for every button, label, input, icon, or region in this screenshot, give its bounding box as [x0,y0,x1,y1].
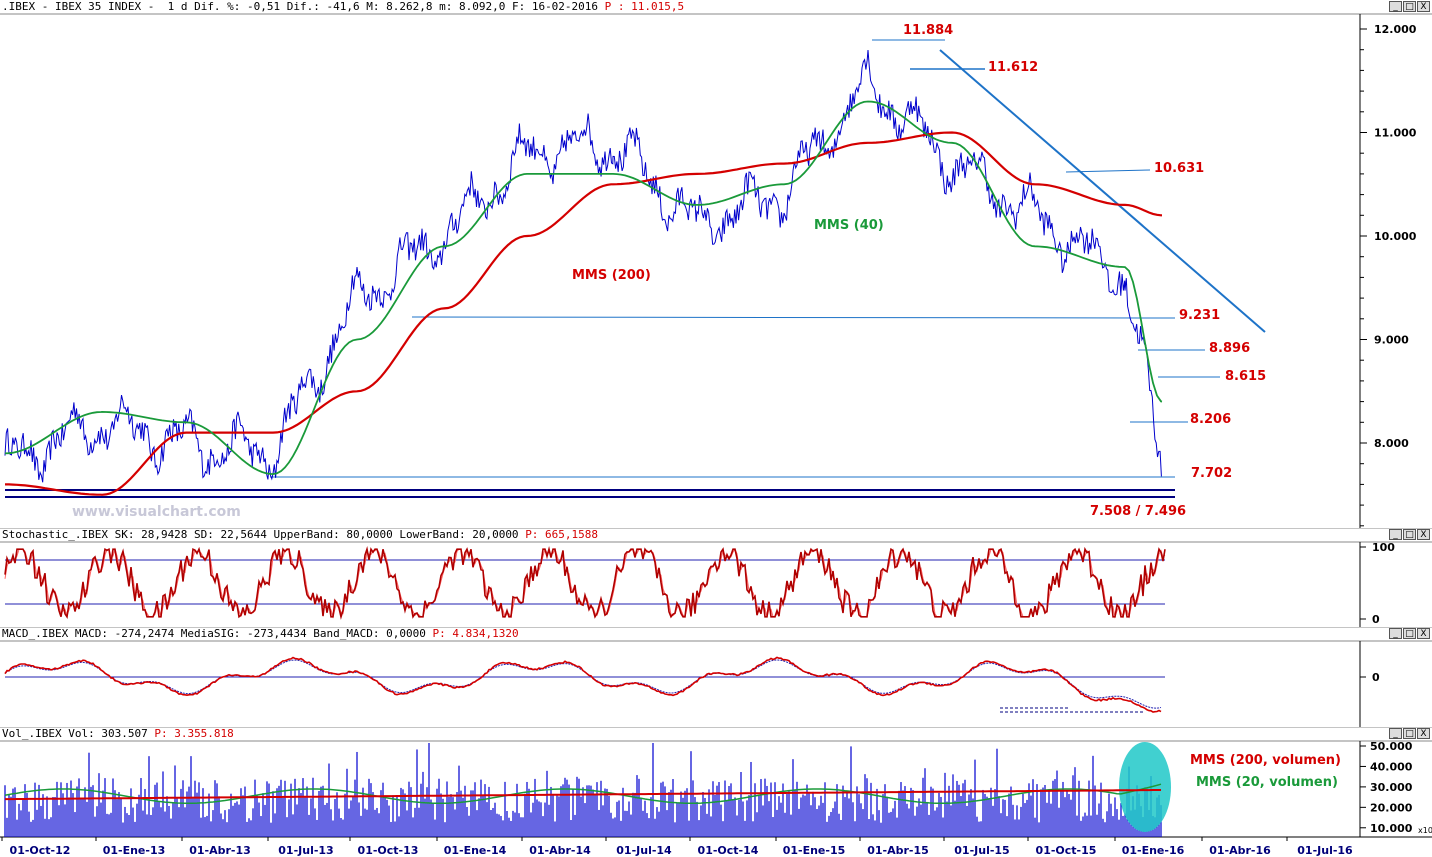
y-tick: 0 [1372,671,1380,684]
mms200-label: MMS (200) [572,268,651,283]
volume-scale-note: x10 [1418,826,1432,835]
x-tick-label: 01-Abr-14 [529,844,591,857]
x-tick-label: 01-Oct-12 [10,844,71,857]
y-tick: 20.000 [1370,801,1413,814]
x-tick-label: 01-Jul-15 [954,844,1009,857]
x-tick-label: 01-Ene-14 [444,844,507,857]
level-label: 11.884 [903,23,953,38]
close-icon[interactable]: X [1417,529,1430,540]
maximize-icon[interactable]: □ [1403,529,1416,540]
x-tick-label: 01-Ene-16 [1122,844,1185,857]
x-tick-label: 01-Abr-13 [189,844,251,857]
level-label: 8.206 [1190,412,1231,427]
volume-window-buttons: _ □ X [1389,728,1430,739]
close-icon[interactable]: X [1417,628,1430,639]
x-tick-label: 01-Oct-13 [358,844,419,857]
level-label: 10.631 [1154,161,1204,176]
y-tick: 10.000 [1374,230,1417,243]
minimize-icon[interactable]: _ [1389,728,1402,739]
level-label: 8.896 [1209,341,1250,356]
y-tick: 8.000 [1374,437,1409,450]
close-icon[interactable]: X [1417,1,1430,12]
volume-header: Vol_.IBEX Vol: 303.507 P: 3.355.818 [2,727,234,740]
y-tick: 40.000 [1370,760,1413,773]
level-label: 11.612 [988,60,1038,75]
watermark: www.visualchart.com [72,504,241,520]
x-tick-label: 01-Abr-15 [867,844,929,857]
minimize-icon[interactable]: _ [1389,529,1402,540]
vol-mms200-label: MMS (200, volumen) [1190,753,1341,768]
x-tick-label: 01-Ene-15 [783,844,846,857]
y-tick: 10.000 [1370,822,1413,835]
mms40-label: MMS (40) [814,218,884,233]
x-tick-label: 01-Jul-14 [616,844,672,857]
minimize-icon[interactable]: _ [1389,1,1402,12]
stochastic-chart: 100 0 [0,528,1432,627]
stochastic-panel: Stochastic_.IBEX SK: 28,9428 SD: 22,5644… [0,528,1432,627]
x-tick-label: 01-Abr-16 [1209,844,1271,857]
x-tick-label: 01-Ene-13 [103,844,166,857]
close-icon[interactable]: X [1417,728,1430,739]
level-label: 7.508 / 7.496 [1090,504,1186,519]
stochastic-window-buttons: _ □ X [1389,529,1430,540]
level-label: 8.615 [1225,369,1266,384]
price-chart: 12.000 11.000 10.000 9.000 8.000 www.visualc… [0,13,1432,528]
maximize-icon[interactable]: □ [1403,628,1416,639]
volume-chart: 50.000 40.000 30.000 20.000 10.000 x10 MMS (… [0,727,1432,857]
price-window-buttons: _ □ X [1389,1,1430,12]
volume-panel: Vol_.IBEX Vol: 303.507 P: 3.355.818 _ □ … [0,727,1432,857]
price-panel: .IBEX - IBEX 35 INDEX - 1 d Dif. %: -0,5… [0,0,1432,528]
y-tick: 0 [1372,613,1380,626]
macd-panel: MACD_.IBEX MACD: -274,2474 MediaSIG: -27… [0,627,1432,727]
x-tick-label: 01-Jul-16 [1297,844,1353,857]
level-label: 7.702 [1191,466,1232,481]
y-tick: 50.000 [1370,740,1413,753]
price-header: .IBEX - IBEX 35 INDEX - 1 d Dif. %: -0,5… [2,0,685,13]
level-label: 9.231 [1179,308,1220,323]
y-tick: 12.000 [1374,23,1417,36]
stochastic-header: Stochastic_.IBEX SK: 28,9428 SD: 22,5644… [2,528,599,541]
x-tick-label: 01-Jul-13 [278,844,333,857]
macd-header: MACD_.IBEX MACD: -274,2474 MediaSIG: -27… [2,627,519,640]
y-tick: 11.000 [1374,127,1417,140]
minimize-icon[interactable]: _ [1389,628,1402,639]
maximize-icon[interactable]: □ [1403,728,1416,739]
y-tick: 30.000 [1370,781,1413,794]
vol-mms20-label: MMS (20, volumen) [1196,775,1338,790]
macd-window-buttons: _ □ X [1389,628,1430,639]
x-tick-label: 01-Oct-14 [698,844,759,857]
macd-chart: 0 [0,627,1432,727]
maximize-icon[interactable]: □ [1403,1,1416,12]
x-tick-label: 01-Oct-15 [1036,844,1097,857]
y-tick: 100 [1372,541,1395,554]
y-tick: 9.000 [1374,334,1409,347]
